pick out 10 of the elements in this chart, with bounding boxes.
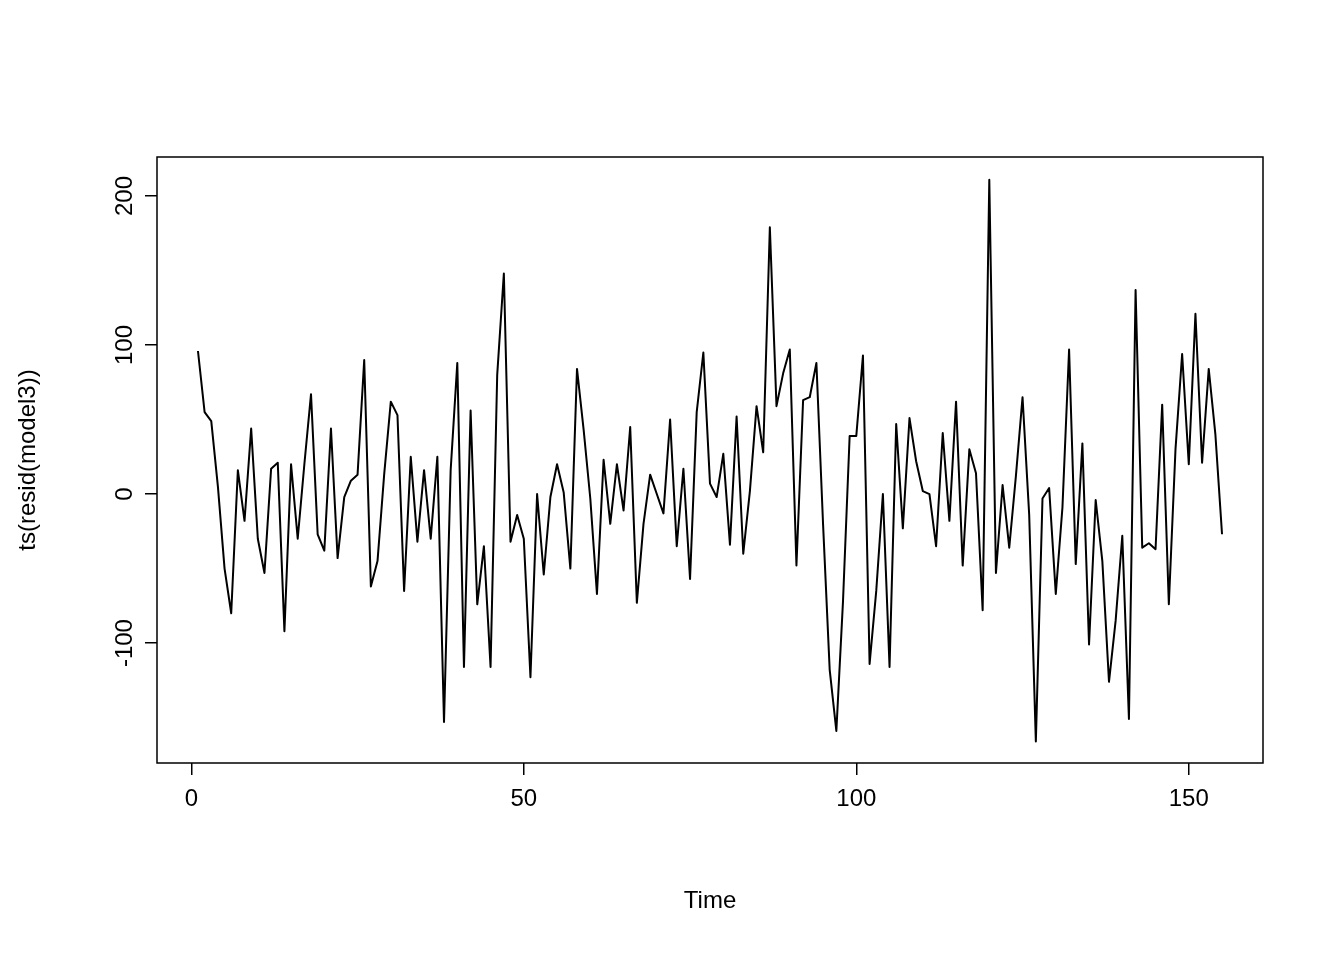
y-tick-label: 200: [109, 176, 137, 217]
x-tick-label: 50: [510, 784, 538, 812]
y-tick-label: 0: [109, 487, 137, 501]
y-tick-label: -100: [109, 619, 137, 668]
x-axis-title: Time: [683, 886, 737, 914]
y-axis-title: ts(resid(model3)): [13, 369, 41, 551]
x-tick-label: 0: [184, 784, 198, 812]
y-tick-label: 100: [109, 325, 137, 366]
x-tick-label: 100: [836, 784, 877, 812]
x-tick-label: 150: [1168, 784, 1209, 812]
